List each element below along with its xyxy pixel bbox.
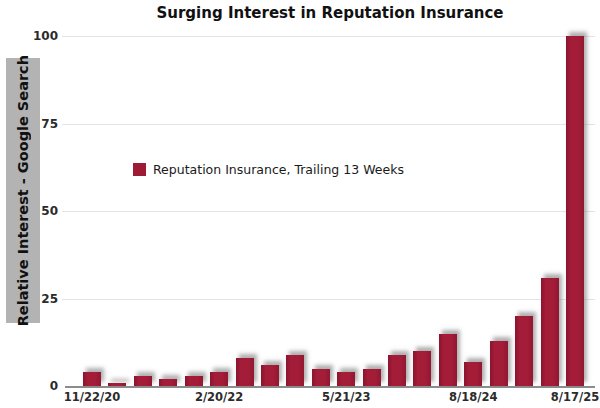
gridline xyxy=(62,299,595,300)
plot-area xyxy=(65,36,595,388)
y-tick-label: 25 xyxy=(0,292,58,306)
bar xyxy=(413,351,431,386)
bar xyxy=(159,379,177,386)
bar xyxy=(541,278,559,387)
y-tick-label: 75 xyxy=(0,117,58,131)
bar xyxy=(388,355,406,387)
gridline xyxy=(62,211,595,212)
legend: Reputation Insurance, Trailing 13 Weeks xyxy=(133,162,404,177)
y-axis-label-strip: Relative Interest - Google Search xyxy=(6,58,40,323)
y-axis-label: Relative Interest - Google Search xyxy=(15,55,31,326)
bar xyxy=(210,372,228,386)
x-tick-label: 5/21/23 xyxy=(322,390,370,404)
bar xyxy=(566,36,584,386)
legend-swatch-icon xyxy=(133,163,146,176)
bar xyxy=(83,372,101,386)
legend-label: Reputation Insurance, Trailing 13 Weeks xyxy=(153,162,404,177)
bar xyxy=(134,376,152,387)
x-tick-label: 2/20/22 xyxy=(195,390,243,404)
bar xyxy=(515,316,533,386)
y-tick-label: 0 xyxy=(0,379,58,393)
bar xyxy=(108,383,126,387)
bar xyxy=(312,369,330,387)
x-tick-label: 8/18/24 xyxy=(449,390,497,404)
chart-title: Surging Interest in Reputation Insurance xyxy=(65,4,595,22)
y-tick-label: 50 xyxy=(0,204,58,218)
bar xyxy=(185,376,203,387)
bar xyxy=(261,365,279,386)
bar xyxy=(236,358,254,386)
reputation-insurance-chart: Surging Interest in Reputation Insurance… xyxy=(0,0,600,408)
x-tick-label: 11/22/20 xyxy=(64,390,120,404)
bar xyxy=(363,369,381,387)
bar xyxy=(337,372,355,386)
y-tick-label: 100 xyxy=(0,29,58,43)
x-tick-label: 8/17/25 xyxy=(551,390,599,404)
gridline xyxy=(62,124,595,125)
bar xyxy=(439,334,457,387)
gridline xyxy=(62,36,595,37)
bar xyxy=(490,341,508,387)
bar xyxy=(464,362,482,387)
bar xyxy=(286,355,304,387)
